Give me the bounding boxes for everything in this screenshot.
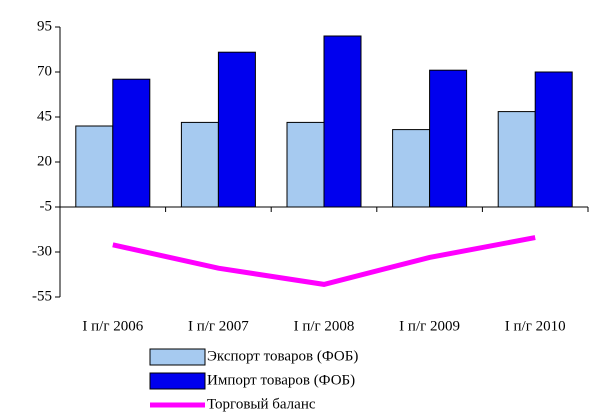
y-tick-label: -55 [32,288,52,304]
x-tick-label: I п/г 2006 [82,318,143,334]
bar [534,71,573,208]
y-tick-label: -30 [32,243,52,259]
x-tick-label: I п/г 2010 [505,318,566,334]
bar [392,129,431,208]
x-tick-label: I п/г 2007 [188,318,249,334]
legend-label: Торговый баланс [207,396,316,412]
bar [429,69,468,208]
bar [286,121,325,208]
bar [497,111,536,208]
y-tick-label: 95 [37,18,52,34]
legend-swatch [149,348,206,366]
bar [217,51,256,208]
legend-swatch [149,372,206,390]
line [112,235,536,287]
x-tick-label: I п/г 2009 [399,318,460,334]
y-tick-label: 20 [37,153,52,169]
bar [180,121,219,208]
y-tick-label: 45 [37,108,52,124]
bar [112,78,151,208]
y-tick-label: -5 [40,198,53,214]
legend-label: Импорт товаров (ФОБ) [207,372,355,388]
bar [323,35,362,208]
x-tick-label: I п/г 2008 [294,318,355,334]
bar [75,125,114,208]
legend-label: Экспорт товаров (ФОБ) [207,348,358,364]
y-tick-label: 70 [37,63,52,79]
